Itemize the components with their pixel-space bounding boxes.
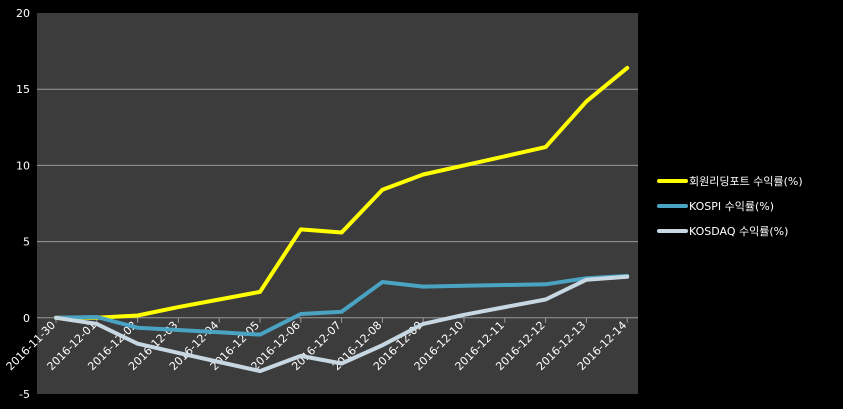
plot-area [37, 13, 638, 394]
y-tick-label: 0 [23, 312, 30, 325]
y-tick-label: 10 [16, 159, 30, 172]
series-line-2 [54, 273, 630, 337]
y-tick-label: 5 [23, 236, 30, 249]
legend-label: KOSDAQ 수익률(%) [689, 225, 788, 238]
y-tick-label: -5 [19, 388, 30, 401]
y-tick-label: 20 [16, 7, 30, 20]
series-line-3 [54, 274, 630, 374]
legend: 회원리딩포트 수익률(%) KOSPI 수익률(%) KOSDAQ 수익률(%) [657, 175, 803, 238]
series-line-1 [54, 65, 630, 320]
y-axis-ticks: -5 0 5 10 15 20 [16, 7, 30, 401]
legend-label: KOSPI 수익률(%) [689, 200, 774, 213]
series-lines [54, 65, 630, 374]
legend-label: 회원리딩포트 수익률(%) [689, 175, 803, 188]
y-tick-label: 15 [16, 83, 30, 96]
